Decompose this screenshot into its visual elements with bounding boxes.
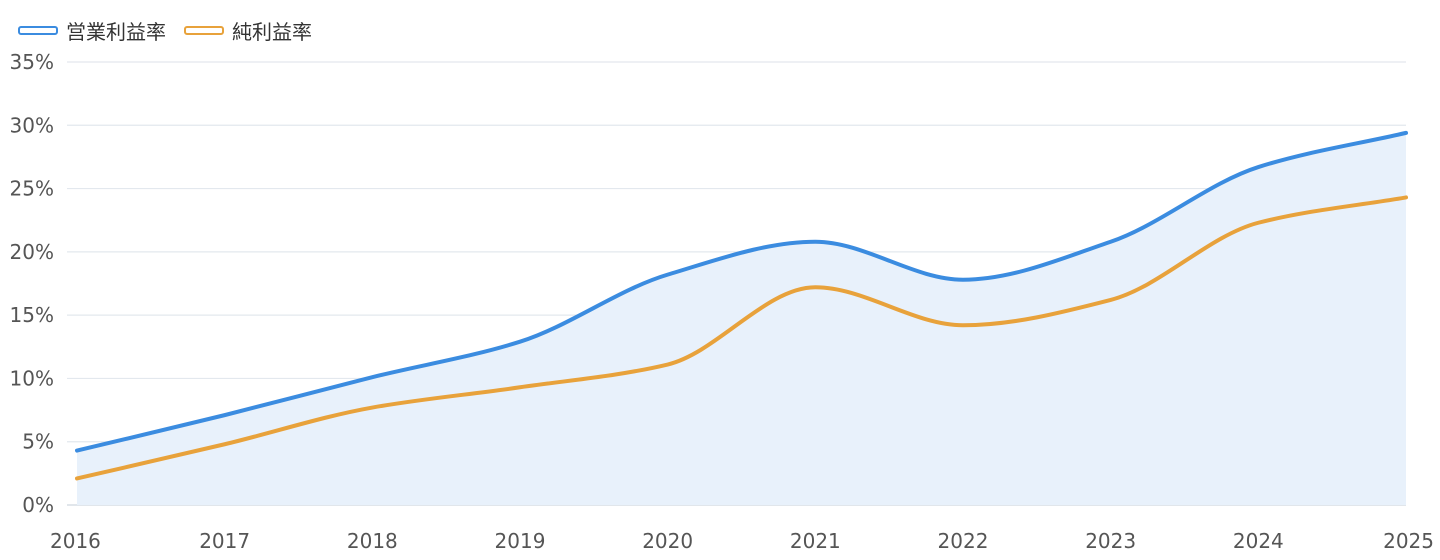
area-fill-layer: [77, 132, 1406, 505]
x-tick-label: 2017: [199, 529, 250, 553]
x-tick-label: 2019: [495, 529, 546, 553]
chart-legend: 営業利益率 純利益率: [18, 16, 312, 45]
series-point-1: [1109, 298, 1113, 302]
series-point-1: [75, 476, 79, 480]
x-tick-label: 2016: [50, 529, 101, 553]
series-line-1: [75, 195, 1408, 481]
series-point-0: [223, 413, 227, 417]
y-tick-label: 5%: [22, 430, 54, 454]
x-tick-label: 2018: [347, 529, 398, 553]
x-tick-label: 2023: [1085, 529, 1136, 553]
x-tick-label: 2025: [1383, 529, 1434, 553]
series-point-0: [666, 273, 670, 277]
x-tick-label: 2021: [790, 529, 841, 553]
series-point-1: [813, 285, 817, 289]
y-tick-label: 10%: [10, 366, 54, 390]
series-point-1: [1404, 195, 1408, 199]
series-point-0: [813, 240, 817, 244]
series-point-1: [961, 323, 965, 327]
y-tick-label: 30%: [10, 113, 54, 137]
legend-swatch-operating-margin: [18, 26, 58, 35]
series-lines: [75, 130, 1408, 481]
y-tick-label: 20%: [10, 240, 54, 264]
legend-label-operating-margin: 営業利益率: [66, 20, 166, 44]
y-axis: 0% 5% 10% 15% 20% 25% 30% 35%: [10, 50, 54, 517]
series-point-0: [1109, 240, 1113, 244]
series-point-0: [961, 278, 965, 282]
y-tick-label: 0%: [22, 493, 54, 517]
series-area-0: [77, 132, 1406, 505]
series-point-1: [518, 385, 522, 389]
series-line-0: [75, 130, 1408, 453]
x-tick-label: 2022: [938, 529, 989, 553]
series-point-0: [518, 340, 522, 344]
legend-item-net-margin[interactable]: 純利益率: [184, 16, 312, 45]
series-point-1: [370, 406, 374, 410]
series-point-0: [75, 449, 79, 453]
series-point-1: [1256, 221, 1260, 225]
series-point-0: [1404, 131, 1408, 135]
series-point-0: [370, 375, 374, 379]
legend-item-operating-margin[interactable]: 営業利益率: [18, 16, 166, 45]
y-tick-label: 25%: [10, 177, 54, 201]
series-point-1: [666, 363, 670, 367]
x-tick-label: 2020: [642, 529, 693, 553]
legend-swatch-net-margin: [184, 26, 224, 35]
x-tick-label: 2024: [1233, 529, 1284, 553]
series-point-1: [223, 442, 227, 446]
legend-label-net-margin: 純利益率: [232, 20, 312, 44]
y-tick-label: 35%: [10, 50, 54, 74]
x-axis: 2016 2017 2018 2019 2020 2021 2022 2023 2024 2025: [50, 529, 1434, 553]
y-tick-label: 15%: [10, 303, 54, 327]
series-point-0: [1256, 165, 1260, 169]
